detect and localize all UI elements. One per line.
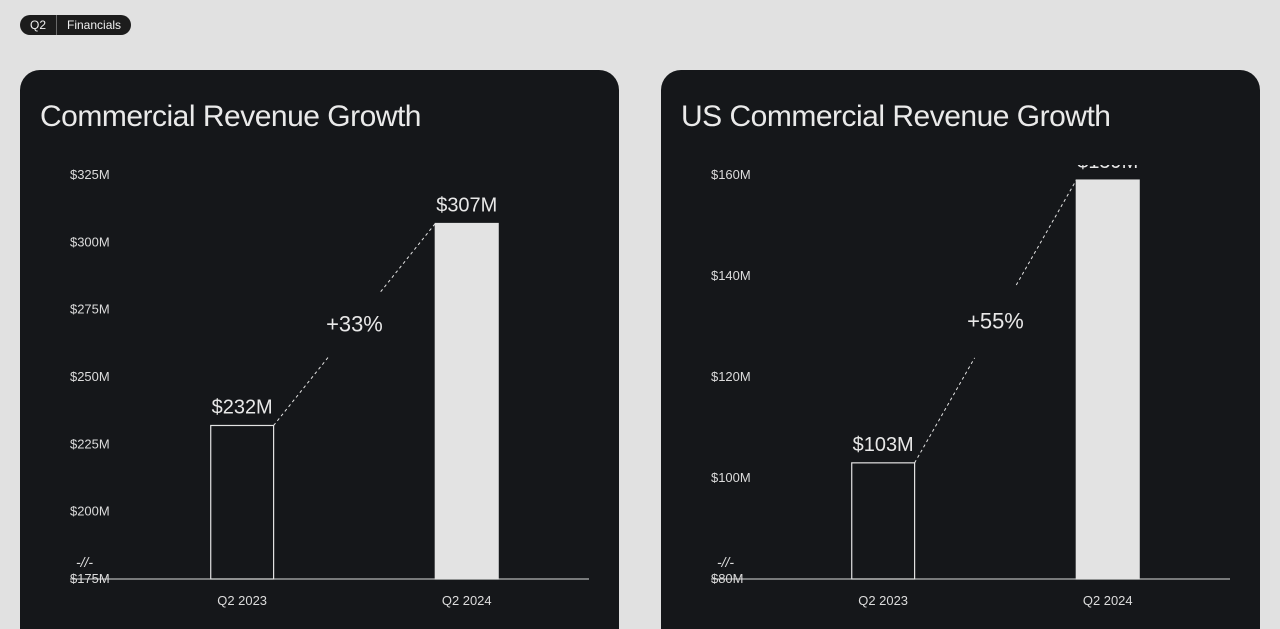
chart-svg: $175M $200M $225M $250M $275M $300M $325M -//- $… (70, 165, 589, 629)
x-tick-label: Q2 2023 (217, 593, 267, 608)
x-tick-label: Q2 2024 (1083, 593, 1133, 608)
y-tick-label: $100M (711, 470, 751, 485)
y-tick-label: $275M (70, 302, 110, 317)
tag-pill: Q2 Financials (20, 15, 131, 35)
bar (435, 223, 498, 579)
y-tick-label: $300M (70, 234, 110, 249)
bar-value-label: $159M (1077, 165, 1138, 173)
y-tick-label: $225M (70, 436, 110, 451)
y-tick-label: $160M (711, 167, 751, 182)
axis-break-mark: -//- (76, 554, 93, 570)
growth-connector (274, 357, 329, 425)
growth-connector (1016, 180, 1076, 285)
chart-svg: $80M $100M $120M $140M $160M -//- $103M Q2 2023… (711, 165, 1230, 629)
chart-group: $80M $100M $120M $140M $160M -//- $103M Q2 2023… (711, 165, 1230, 608)
page-root: Q2 Financials Commercial Revenue Growth … (0, 0, 1280, 629)
chart-area: $175M $200M $225M $250M $275M $300M $325M -//- $… (70, 165, 589, 629)
y-tick-label: $120M (711, 369, 751, 384)
growth-label: +33% (326, 311, 383, 336)
y-tick-label: $175M (70, 571, 110, 586)
chart-area: $80M $100M $120M $140M $160M -//- $103M Q2 2023… (711, 165, 1230, 629)
bar-value-label: $232M (212, 396, 273, 418)
panel-title: US Commercial Revenue Growth (681, 100, 1230, 134)
bar-value-label: $103M (853, 434, 914, 456)
y-tick-label: $80M (711, 571, 743, 586)
chart-group: $175M $200M $225M $250M $275M $300M $325M -//- $… (70, 167, 589, 608)
bar (211, 425, 274, 579)
tag-right: Financials (57, 15, 131, 35)
axis-break-mark: -//- (717, 554, 734, 570)
panel-title: Commercial Revenue Growth (40, 100, 589, 134)
bar (1076, 180, 1139, 579)
y-tick-label: $200M (70, 504, 110, 519)
panel-us-commercial-revenue: US Commercial Revenue Growth $80M $100M $1… (661, 70, 1260, 629)
x-tick-label: Q2 2023 (858, 593, 908, 608)
panel-commercial-revenue: Commercial Revenue Growth $175M $200M $225… (20, 70, 619, 629)
y-tick-label: $250M (70, 369, 110, 384)
bar (852, 463, 915, 579)
y-tick-label: $325M (70, 167, 110, 182)
panels-row: Commercial Revenue Growth $175M $200M $225… (20, 70, 1260, 629)
y-tick-label: $140M (711, 268, 751, 283)
growth-connector (381, 223, 436, 291)
x-tick-label: Q2 2024 (442, 593, 492, 608)
growth-connector (915, 358, 975, 463)
bar-value-label: $307M (436, 194, 497, 216)
growth-label: +55% (967, 308, 1024, 333)
tag-left: Q2 (20, 15, 56, 35)
